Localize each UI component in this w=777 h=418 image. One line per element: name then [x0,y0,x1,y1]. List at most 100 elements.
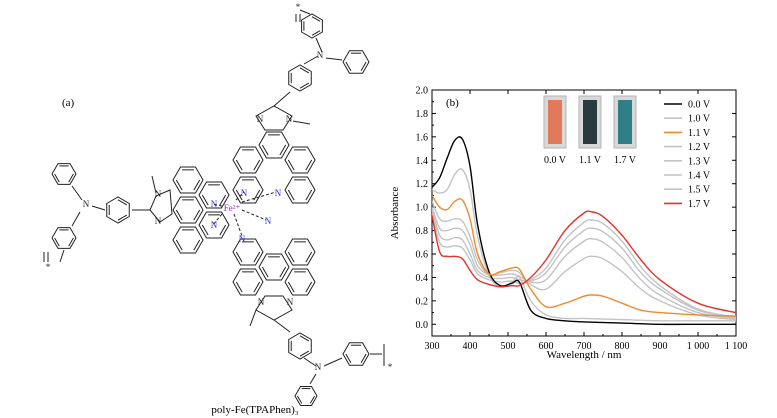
aromatic-ring [258,253,290,281]
aromatic-ring [284,146,316,174]
coordination-bond [235,191,245,201]
aromatic-ring [342,342,370,366]
y-tick-label: 1.4 [416,156,429,167]
bond [360,61,367,72]
bond [261,266,269,278]
legend-label: 1.5 V [688,185,711,196]
coordination-bond [241,191,277,203]
y-tick-label: 1.8 [416,109,429,120]
bond [279,266,287,278]
legend-label: 1.0 V [688,114,711,125]
coordination-bond [233,213,243,237]
x-tick-label: 600 [539,341,554,352]
bond [68,237,74,247]
bond [117,199,128,206]
bond [345,353,352,364]
x-tick-label: 900 [653,341,668,352]
nitrogen-atom: N [287,297,294,307]
bond [305,251,313,263]
bond [175,179,183,191]
aromatic-ring [284,176,316,204]
cuvette-film [583,100,597,144]
bond [59,249,65,263]
bond [273,319,291,333]
bond [193,239,201,251]
y-tick-label: 1.2 [416,179,429,190]
bond [299,67,310,74]
imidazole-ring [149,189,173,223]
inset-photos: 0.0 V 1.1 V 1.7 V [543,95,637,166]
bond [54,173,60,183]
bond [292,120,311,125]
aromatic-ring [288,64,312,92]
amine-nitrogen: N [317,50,324,60]
y-tick-label: 0.0 [416,320,429,331]
aromatic-ring [301,13,323,39]
x-axis-label: Wavelength / nm [547,349,622,361]
aromatic-ring [232,268,264,296]
aromatic-ring [172,166,204,194]
y-tick-label: 1.6 [416,132,429,143]
bond [287,189,295,201]
polymer-end: * [388,362,393,372]
nitrogen-atom: N [155,189,162,199]
panel-a-label: (a) [62,97,75,109]
nitrogen-atom: N [265,216,272,226]
bond [193,179,201,191]
polymer-end: * [296,2,301,12]
legend-label: 1.7 V [688,199,711,210]
aromatic-ring [294,385,318,407]
y-tick-label: 0.2 [416,296,429,307]
nitrogen-atom: N [155,216,162,226]
bond [323,357,343,367]
bond [299,82,310,89]
aromatic-ring [51,227,77,249]
nitrogen-atom: N [258,297,265,307]
bond [201,224,209,236]
bond [287,251,295,263]
y-tick-label: 0.4 [416,273,429,284]
y-tick-label: 0.6 [416,250,429,261]
amine-nitrogen: N [315,362,322,372]
bond [235,189,243,201]
bond [360,353,367,364]
bond [91,205,106,211]
aromatic-ring [232,146,264,174]
bond [299,350,310,357]
aromatic-ring [232,176,264,204]
x-tick-label: 300 [425,341,440,352]
coordination-bond [211,213,223,227]
legend-label: 1.3 V [688,156,711,167]
y-tick-label: 2.0 [416,86,429,97]
bond [253,281,261,293]
x-tick-label: 800 [615,341,630,352]
legend-label: 1.2 V [688,142,711,153]
imidazole-ring [255,295,293,321]
bond [311,30,321,36]
bond [253,251,261,263]
aromatic-ring [284,238,316,266]
chart-legend: 0.0 V 1.0 V 1.1 V 1.2 V 1.3 V 1.4 V 1.5 V 1.7 V [664,100,711,210]
bond [305,189,313,201]
amine-nitrogen: N [83,199,90,209]
bond [261,144,269,156]
bond [175,239,183,251]
photo-label: 1.7 V [614,155,637,166]
bond [68,173,74,183]
series-line [432,210,736,314]
compound-name: poly-Fe(TPAPhen)₃ [211,404,298,416]
bond [305,159,313,171]
bond [235,159,243,171]
series-line [432,136,736,326]
bond [219,224,227,236]
legend-label: 0.0 V [688,100,711,111]
bond [303,357,317,367]
x-tick-label: 500 [501,341,516,352]
panel-b-label: (b) [446,97,459,109]
x-tick-label: 700 [577,341,592,352]
legend-label: 1.1 V [688,128,711,139]
bond [287,281,295,293]
bond [309,373,317,385]
bond [325,57,343,61]
